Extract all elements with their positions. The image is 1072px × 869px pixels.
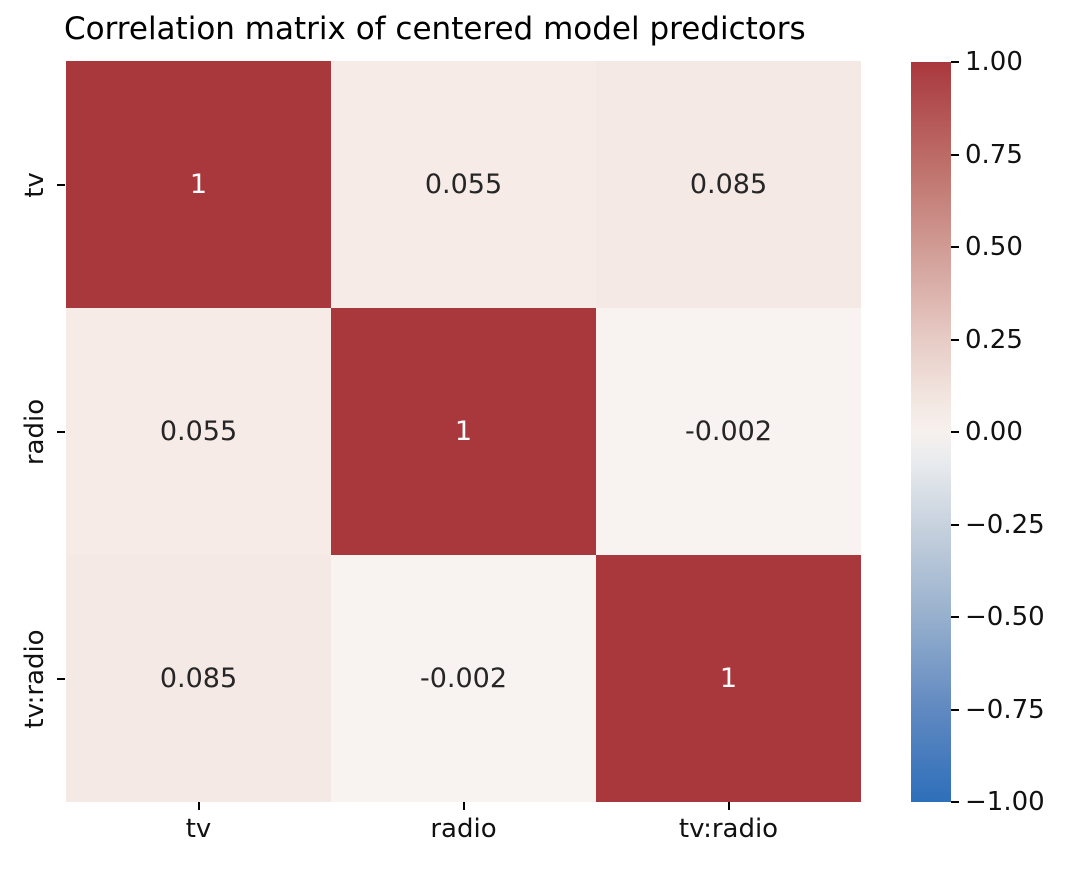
colorbar-ticklabel: −0.50 (965, 602, 1045, 632)
y-axis-tick (57, 677, 65, 680)
colorbar-tick (951, 616, 959, 618)
colorbar-ticklabel: 0.00 (965, 417, 1023, 447)
colorbar-ticklabel: −1.00 (965, 787, 1045, 817)
colorbar-tick (951, 801, 959, 803)
heatmap-cell: 1 (331, 308, 596, 555)
colorbar-tick (951, 61, 959, 63)
colorbar-ticklabel: 0.25 (965, 324, 1023, 355)
y-axis-ticklabel: tv (20, 171, 50, 198)
colorbar-tick (951, 153, 959, 156)
colorbar-tick (951, 523, 959, 526)
colorbar (911, 62, 951, 802)
colorbar-tick (951, 431, 959, 433)
y-axis-tick (57, 183, 65, 186)
colorbar-ticklabel: −0.25 (965, 509, 1045, 540)
colorbar-tick (951, 246, 959, 248)
heatmap-cell: 1 (596, 555, 861, 802)
y-axis-tick (57, 430, 65, 433)
x-axis-ticklabel: radio (430, 814, 497, 844)
x-axis-tick (462, 802, 465, 810)
x-axis-tick (727, 802, 730, 810)
heatmap-cell: 0.085 (596, 61, 861, 308)
heatmap-cell: 0.085 (66, 555, 331, 802)
heatmap-cell: 1 (66, 61, 331, 308)
chart-title: Correlation matrix of centered model pre… (64, 11, 806, 47)
y-axis-ticklabel: radio (20, 398, 50, 465)
x-axis-ticklabel: tv:radio (678, 814, 779, 844)
heatmap-cell: -0.002 (596, 308, 861, 555)
colorbar-ticklabel: 0.75 (965, 139, 1023, 170)
heatmap-cell: -0.002 (331, 555, 596, 802)
heatmap-cell: 0.055 (66, 308, 331, 555)
colorbar-tick (951, 708, 959, 711)
colorbar-tick (951, 338, 959, 341)
heatmap-cell: 0.055 (331, 61, 596, 308)
heatmap-grid: 1 0.055 0.085 0.055 1 -0.002 0.085 -0.002 1 (66, 61, 861, 802)
x-axis-tick (197, 802, 200, 810)
x-axis-ticklabel: tv (185, 814, 212, 844)
y-axis-ticklabel: tv:radio (20, 628, 50, 729)
colorbar-ticklabel: −0.75 (965, 694, 1045, 725)
colorbar-ticklabel: 1.00 (965, 47, 1023, 77)
colorbar-ticklabel: 0.50 (965, 232, 1023, 262)
